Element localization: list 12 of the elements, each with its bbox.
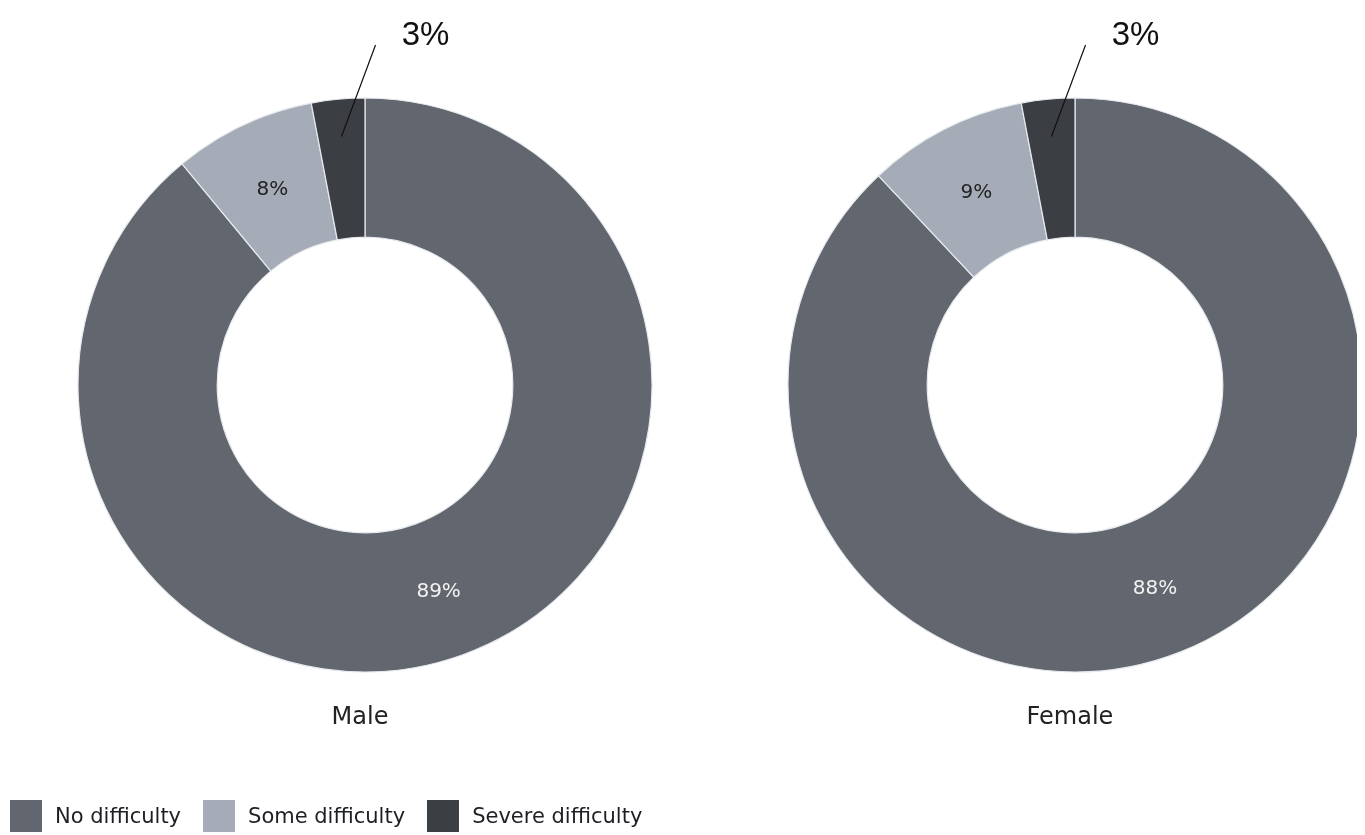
data-label: 9% bbox=[960, 179, 993, 204]
data-label: 8% bbox=[256, 176, 289, 201]
data-label: 3% bbox=[401, 14, 450, 52]
data-label: 88% bbox=[1132, 575, 1178, 600]
data-label: 3% bbox=[1111, 14, 1160, 52]
text: Female bbox=[1025, 702, 1115, 730]
data-label: 89% bbox=[416, 577, 461, 602]
donut-slice bbox=[77, 97, 653, 673]
legend-label: Some difficulty bbox=[248, 804, 406, 828]
legend-label: Severe difficulty bbox=[472, 804, 643, 828]
legend-label: No difficulty bbox=[55, 804, 182, 828]
text: Male bbox=[330, 702, 390, 730]
